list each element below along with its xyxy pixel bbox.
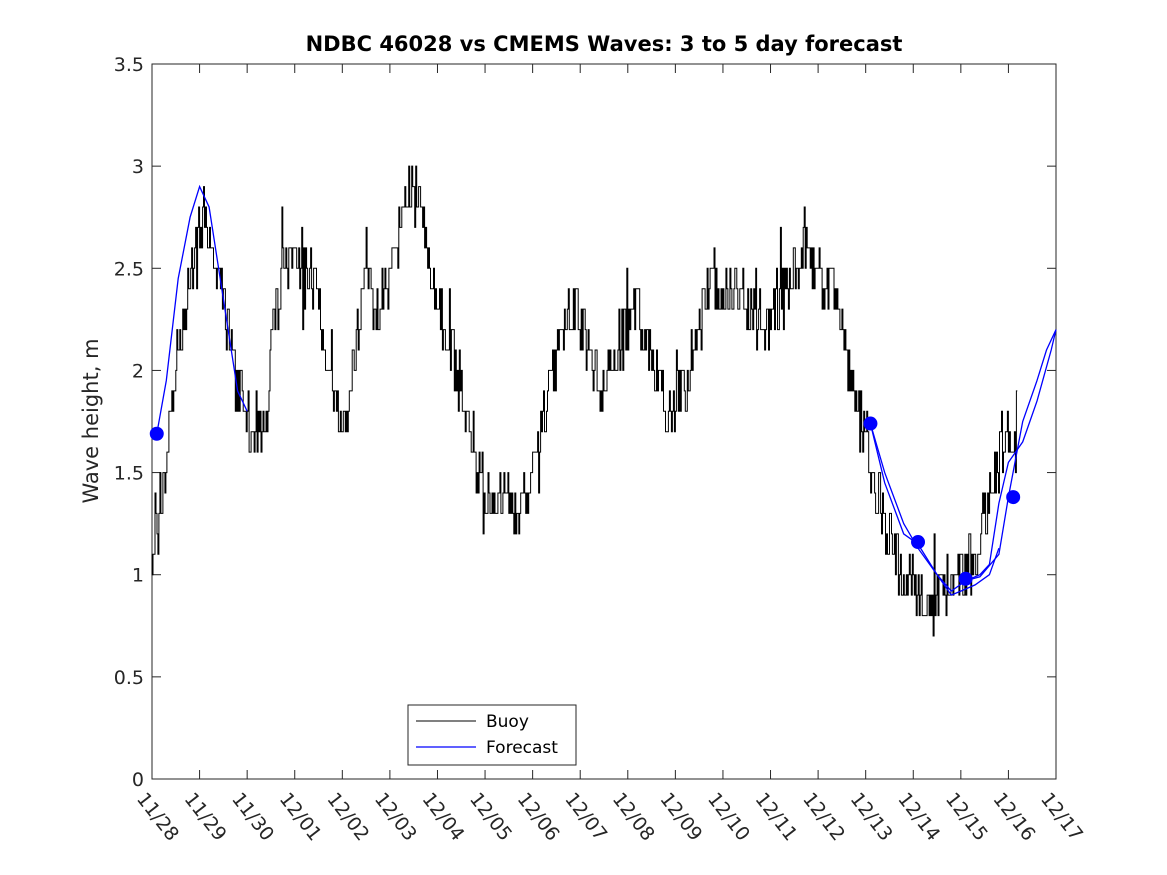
y-tick-label: 2.5: [114, 258, 144, 280]
forecast-marker: [863, 416, 878, 431]
legend: Buoy Forecast: [407, 704, 577, 766]
y-tick-label: 1: [132, 565, 144, 587]
y-tick-label: 1.5: [114, 463, 144, 485]
forecast-line-1: [156, 184, 248, 434]
legend-label-forecast: Forecast: [486, 738, 558, 758]
forecast-line-3: [869, 423, 1000, 596]
y-tick-label: 2: [132, 360, 144, 382]
forecast-marker: [911, 535, 926, 550]
axis-ticks: [151, 63, 1057, 780]
series-layer: [149, 165, 1057, 637]
plot-area: [151, 63, 1057, 780]
forecast-marker: [149, 426, 164, 441]
y-tick-label: 0.5: [114, 667, 144, 689]
y-tick-label: 0: [132, 769, 144, 791]
y-tick-label: 3: [132, 156, 144, 178]
y-axis-tick-labels: 0 0.5 1 1.5 2 2.5 3 3.5: [114, 54, 144, 791]
forecast-line-2: [869, 329, 1057, 592]
chart-title: NDBC 46028 vs CMEMS Waves: 3 to 5 day fo…: [306, 32, 903, 56]
y-axis-label: Wave height, m: [79, 338, 103, 503]
forecast-line-4: [965, 329, 1057, 582]
forecast-marker: [958, 571, 973, 586]
legend-label-buoy: Buoy: [486, 712, 529, 732]
legend-box: [407, 704, 577, 766]
forecast-marker: [1006, 490, 1021, 505]
buoy-line: [151, 165, 1018, 637]
y-tick-label: 3.5: [114, 54, 144, 76]
